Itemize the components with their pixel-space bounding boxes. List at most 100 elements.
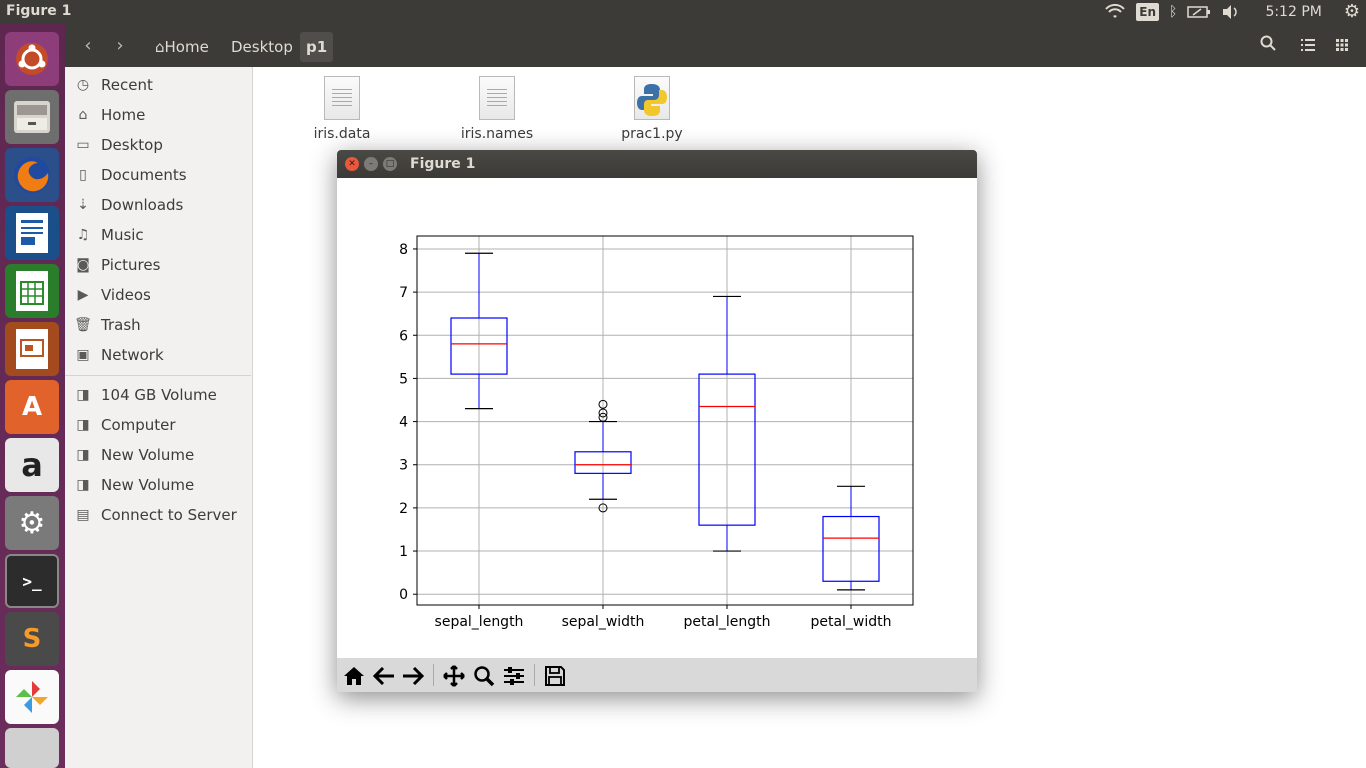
list-view-icon[interactable]	[1293, 32, 1323, 60]
active-window-title: Figure 1	[6, 3, 72, 19]
launcher: A a ⚙ >_ S	[0, 24, 65, 768]
wifi-icon[interactable]	[1104, 4, 1126, 20]
drive-icon: ◨	[76, 477, 90, 493]
forward-nav-button[interactable]: ›	[116, 35, 124, 56]
python-file-icon	[634, 76, 670, 120]
bluetooth-icon[interactable]: ᛒ	[1169, 4, 1178, 20]
breadcrumb-p1[interactable]: p1	[300, 32, 334, 62]
sidebar-item-new-volume-2[interactable]: ◨ New Volume	[65, 470, 251, 500]
document-icon: ▯	[79, 167, 87, 183]
libreoffice-calc-icon[interactable]	[5, 264, 59, 318]
file-name: iris.data	[313, 126, 371, 142]
file-item[interactable]: prac1.py	[592, 76, 712, 142]
sublime-text-icon[interactable]: S	[5, 612, 59, 666]
sidebar-item-downloads[interactable]: ⇣ Downloads	[65, 190, 251, 220]
y-tick-label: 3	[399, 458, 408, 474]
firefox-icon[interactable]	[5, 148, 59, 202]
sidebar-item-new-volume[interactable]: ◨ New Volume	[65, 440, 251, 470]
ubuntu-dash-icon[interactable]	[5, 32, 59, 86]
clock-icon: ◷	[76, 77, 90, 93]
trash-stack-icon[interactable]	[5, 728, 59, 768]
drive-icon: ◨	[76, 417, 90, 433]
pinwheel-app-icon[interactable]	[5, 670, 59, 724]
grid-menu-icon[interactable]	[1327, 32, 1357, 60]
configure-subplots-icon[interactable]	[501, 663, 527, 689]
minimize-icon[interactable]: –	[364, 157, 378, 171]
sidebar-item-videos[interactable]: ▶ Videos	[65, 280, 251, 310]
terminal-icon[interactable]: >_	[5, 554, 59, 608]
file-item[interactable]: iris.data	[282, 76, 402, 142]
sidebar-item-pictures[interactable]: ◙ Pictures	[65, 250, 251, 280]
outlier-point	[598, 399, 608, 409]
y-tick-label: 4	[399, 415, 408, 431]
sidebar-item-home[interactable]: ⌂ Home	[65, 100, 251, 130]
zoom-magnifier-icon[interactable]	[471, 663, 497, 689]
sidebar-item-connect-to-server[interactable]: ▤ Connect to Server	[65, 500, 251, 530]
outlier-point	[598, 503, 608, 513]
home-icon: ⌂	[78, 107, 88, 123]
figure-titlebar[interactable]: ✕ – □ Figure 1	[337, 150, 977, 178]
y-tick-label: 0	[399, 587, 408, 603]
save-floppy-icon[interactable]	[542, 663, 568, 689]
music-icon: ♫	[76, 227, 90, 243]
search-icon[interactable]	[1253, 32, 1283, 60]
sidebar-item-music[interactable]: ♫ Music	[65, 220, 251, 250]
pan-move-icon[interactable]	[441, 663, 467, 689]
sidebar-item-trash[interactable]: 🗑 Trash	[65, 310, 251, 340]
download-icon: ⇣	[77, 197, 89, 213]
text-file-icon	[324, 76, 360, 120]
close-icon[interactable]: ✕	[345, 157, 359, 171]
outlier-point	[598, 412, 608, 422]
home-icon[interactable]	[341, 663, 367, 689]
ubuntu-software-icon[interactable]: A	[5, 380, 59, 434]
breadcrumb-desktop[interactable]: Desktop	[231, 38, 293, 56]
home-icon: ⌂	[155, 38, 165, 56]
sidebar-item-desktop[interactable]: ▭ Desktop	[65, 130, 251, 160]
sidebar-item-documents[interactable]: ▯ Documents	[65, 160, 251, 190]
clock[interactable]: 5:12 PM	[1265, 4, 1322, 20]
trash-icon: 🗑	[74, 317, 92, 333]
text-file-icon	[479, 76, 515, 120]
network-icon: ▣	[76, 347, 90, 363]
maximize-icon[interactable]: □	[383, 157, 397, 171]
back-arrow-icon[interactable]	[371, 663, 397, 689]
y-tick-label: 8	[399, 242, 408, 258]
figure-window: ✕ – □ Figure 1 0 1 2 3 4 5 6 7 8 sepal_length sepa…	[337, 150, 977, 692]
sidebar-item-104gb-volume[interactable]: ◨ 104 GB Volume	[65, 380, 251, 410]
file-name: prac1.py	[621, 126, 683, 142]
axes-frame	[416, 235, 914, 606]
amazon-icon[interactable]: a	[5, 438, 59, 492]
x-tick-label: petal_width	[810, 614, 891, 630]
figure-title: Figure 1	[410, 156, 476, 172]
back-nav-button[interactable]: ‹	[84, 35, 92, 56]
sidebar-item-network[interactable]: ▣ Network	[65, 340, 251, 370]
outlier-point	[598, 408, 608, 418]
sidebar-item-computer[interactable]: ◨ Computer	[65, 410, 251, 440]
x-tick-label: sepal_width	[562, 614, 645, 630]
forward-arrow-icon[interactable]	[400, 663, 426, 689]
iqr-box	[698, 373, 756, 526]
sidebar-divider	[65, 375, 251, 376]
battery-icon[interactable]	[1187, 5, 1211, 19]
system-settings-icon[interactable]: ⚙	[5, 496, 59, 550]
file-item[interactable]: iris.names	[437, 76, 557, 142]
indicator-area: En ᛒ 5:12 PM ⚙	[1104, 0, 1360, 24]
x-tick-label: sepal_length	[435, 614, 524, 630]
libreoffice-impress-icon[interactable]	[5, 322, 59, 376]
libreoffice-writer-icon[interactable]	[5, 206, 59, 260]
file-manager-header: ‹ › ⌂Home Desktop p1	[65, 24, 1366, 67]
drive-icon: ◨	[76, 447, 90, 463]
power-gear-icon[interactable]: ⚙	[1343, 1, 1360, 22]
video-icon: ▶	[77, 287, 89, 303]
camera-icon: ◙	[76, 257, 90, 273]
matplotlib-toolbar	[337, 658, 977, 692]
x-tick-label: petal_length	[683, 614, 770, 630]
server-icon: ▤	[76, 507, 90, 523]
breadcrumb-home[interactable]: ⌂Home	[155, 38, 209, 56]
volume-icon[interactable]	[1221, 4, 1241, 20]
files-app-icon[interactable]	[5, 90, 59, 144]
toolbar-divider	[534, 664, 535, 686]
sidebar-item-recent[interactable]: ◷ Recent	[65, 70, 251, 100]
keyboard-layout-indicator[interactable]: En	[1136, 3, 1160, 21]
places-sidebar: ◷ Recent ⌂ Home ▭ Desktop ▯ Documents ⇣ Downl…	[65, 67, 253, 768]
